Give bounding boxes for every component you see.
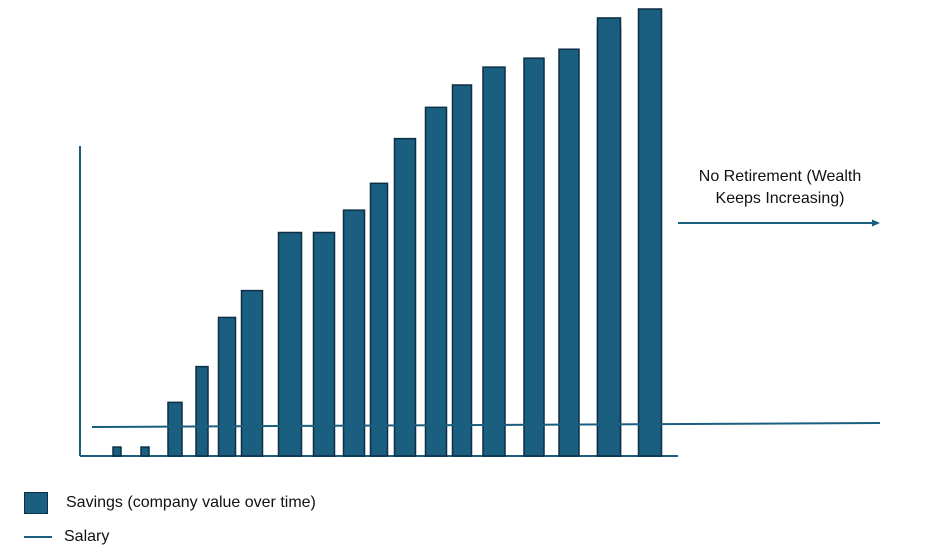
bar-10 (369, 182, 389, 457)
bar-13 (451, 84, 473, 457)
bar-6 (240, 289, 264, 457)
annotation-arrow-head (872, 219, 880, 227)
bar-1 (112, 446, 122, 457)
annotation-text: No Retirement (Wealth Keeps Increasing) (680, 166, 880, 210)
legend-item-salary: Salary (24, 524, 316, 550)
salary-line (91, 422, 881, 428)
bar-15 (523, 57, 545, 457)
legend: Savings (company value over time) Salary (24, 490, 316, 558)
legend-line-salary (24, 536, 52, 538)
bar-3 (167, 401, 183, 457)
bar-19 (637, 8, 663, 457)
annotation-line-2: Keeps Increasing) (715, 190, 845, 207)
annotation-line-1: No Retirement (Wealth (698, 168, 862, 185)
bar-16 (558, 48, 580, 457)
bar-14 (482, 66, 506, 457)
bar-12 (424, 106, 448, 457)
bar-8 (312, 231, 336, 457)
legend-label-salary: Salary (64, 528, 110, 545)
bar-7 (277, 231, 303, 457)
bar-5 (217, 316, 237, 457)
legend-swatch-savings (24, 492, 48, 514)
legend-label-savings: Savings (company value over time) (66, 494, 316, 511)
bar-9 (342, 209, 366, 457)
bar-4 (195, 365, 209, 457)
bar-11 (393, 137, 417, 457)
bar-2 (140, 446, 150, 457)
bar-18 (596, 17, 622, 457)
legend-item-savings: Savings (company value over time) (24, 490, 316, 516)
